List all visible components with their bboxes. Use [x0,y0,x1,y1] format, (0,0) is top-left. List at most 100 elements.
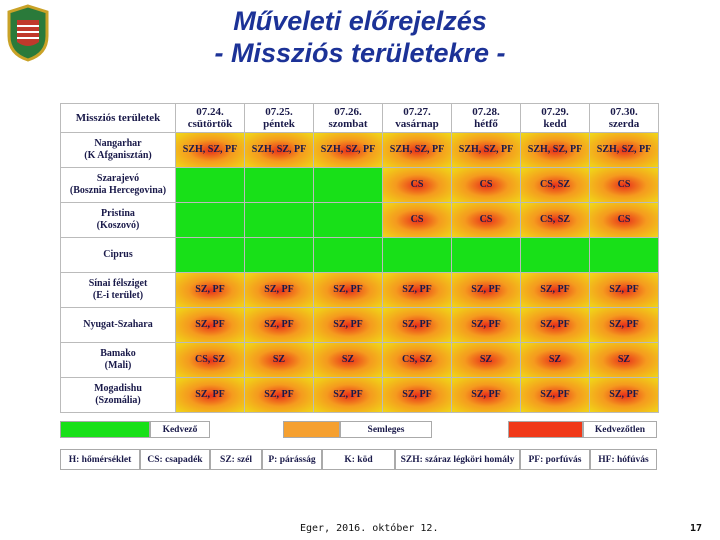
cell-text: CS [410,179,424,190]
forecast-cell: SZ, PF [313,307,383,343]
forecast-cell: CS, SZ [520,202,590,238]
cell-text: SZ, PF [609,389,639,400]
table-row: Bamako (Mali) CS, SZ SZ SZ CS, SZ SZ SZ SZ [60,342,659,378]
day: vasárnap [395,118,439,130]
forecast-cell: SZ, PF [520,272,590,308]
label-line: Sínai félsziget [88,278,148,289]
cell-text: SZ, PF [264,389,294,400]
date: 07.28. [472,106,500,118]
page-number: 17 [690,523,703,534]
legend-label: Semleges [340,421,432,438]
cell-text: SZH, SZ, PF [251,144,307,155]
forecast-cell: CS, SZ [175,342,245,378]
forecast-cell [244,167,314,203]
cell-text: SZ, PF [471,389,501,400]
date: 07.30. [610,106,638,118]
label-line: (Szomália) [95,395,141,406]
cell-text: SZ, PF [402,319,432,330]
row-label: Sínai félsziget (E-i terület) [60,272,176,308]
day: szerda [608,118,640,130]
abbreviation: K: köd [322,449,395,470]
forecast-cell: SZ, PF [175,272,245,308]
forecast-cell: SZH, SZ, PF [175,132,245,168]
corner-cell: Missziós területek [60,103,176,133]
legend-gap [432,421,508,438]
crest [7,4,49,62]
forecast-cell: CS [451,167,521,203]
cell-text: SZH, SZ, PF [182,144,238,155]
forecast-cell [175,202,245,238]
label-line: (Bosznia Hercegovina) [69,185,167,196]
table-row: Ciprus [60,237,659,273]
forecast-cell: SZ, PF [520,377,590,413]
header-row: Missziós területek 07.24. csütörtök 07.25. p… [60,103,659,133]
legend-swatch [508,421,583,438]
date: 07.26. [334,106,362,118]
cell-text: SZ, PF [609,284,639,295]
abbreviation: P: párásság [262,449,322,470]
date-header: 07.28. hétfő [451,103,521,133]
cell-text: SZ, PF [609,319,639,330]
forecast-cell: SZ, PF [451,307,521,343]
table-row: Sínai félsziget (E-i terület) SZ, PF SZ, PF… [60,272,659,308]
row-label: Mogadishu (Szomália) [60,377,176,413]
forecast-cell: SZ [589,342,659,378]
label-line: Ciprus [103,249,133,260]
cell-text: SZH, SZ, PF [389,144,445,155]
forecast-cell: SZH, SZ, PF [382,132,452,168]
table-row: Nyugat-Szahara SZ, PF SZ, PF SZ, PF SZ, PF SZ… [60,307,659,343]
forecast-cell: SZ [244,342,314,378]
cell-text: CS [479,179,493,190]
day: szombat [328,118,368,130]
forecast-cell: SZH, SZ, PF [313,132,383,168]
label-line: Bamako [100,348,136,359]
cell-text: SZ, PF [264,319,294,330]
cell-text: SZ, PF [264,284,294,295]
date-header: 07.24. csütörtök [175,103,245,133]
legend-label: Kedvezőtlen [583,421,657,438]
cell-text: SZH, SZ, PF [458,144,514,155]
legend-gap [210,421,283,438]
forecast-cell: SZ, PF [175,377,245,413]
forecast-cell: SZH, SZ, PF [520,132,590,168]
cell-text: SZ, PF [333,389,363,400]
cell-text: SZ, PF [195,389,225,400]
forecast-cell: SZH, SZ, PF [451,132,521,168]
label-line: (K Afganisztán) [84,150,152,161]
forecast-cell: SZ, PF [313,272,383,308]
cell-text: CS [617,214,631,225]
forecast-cell: SZ, PF [244,307,314,343]
cell-text: SZ, PF [402,389,432,400]
forecast-cell: SZ, PF [382,377,452,413]
forecast-cell: SZ, PF [382,307,452,343]
cell-text: CS, SZ [401,354,432,365]
forecast-cell: SZ, PF [382,272,452,308]
forecast-cell: CS [589,167,659,203]
forecast-cell: SZ, PF [451,272,521,308]
forecast-cell: CS, SZ [520,167,590,203]
row-label: Nangarhar (K Afganisztán) [60,132,176,168]
forecast-cell [313,202,383,238]
forecast-cell: SZ, PF [451,377,521,413]
cell-text: SZ [272,354,286,365]
forecast-cell: SZ [520,342,590,378]
forecast-cell [175,167,245,203]
forecast-cell: CS [382,202,452,238]
cell-text: SZH, SZ, PF [596,144,652,155]
forecast-cell: CS [382,167,452,203]
abbreviation: CS: csapadék [140,449,210,470]
cell-text: CS [617,179,631,190]
label-line: (Mali) [104,360,132,371]
date-header: 07.25. péntek [244,103,314,133]
date: 07.25. [265,106,293,118]
forecast-cell: CS [589,202,659,238]
forecast-cell: SZH, SZ, PF [589,132,659,168]
cell-text: CS [479,214,493,225]
cell-text: SZH, SZ, PF [320,144,376,155]
forecast-cell: SZ, PF [589,377,659,413]
legend: Kedvező Semleges Kedvezőtlen [60,421,657,438]
cell-text: SZ [548,354,562,365]
row-label: Nyugat-Szahara [60,307,176,343]
cell-text: SZ, PF [540,319,570,330]
